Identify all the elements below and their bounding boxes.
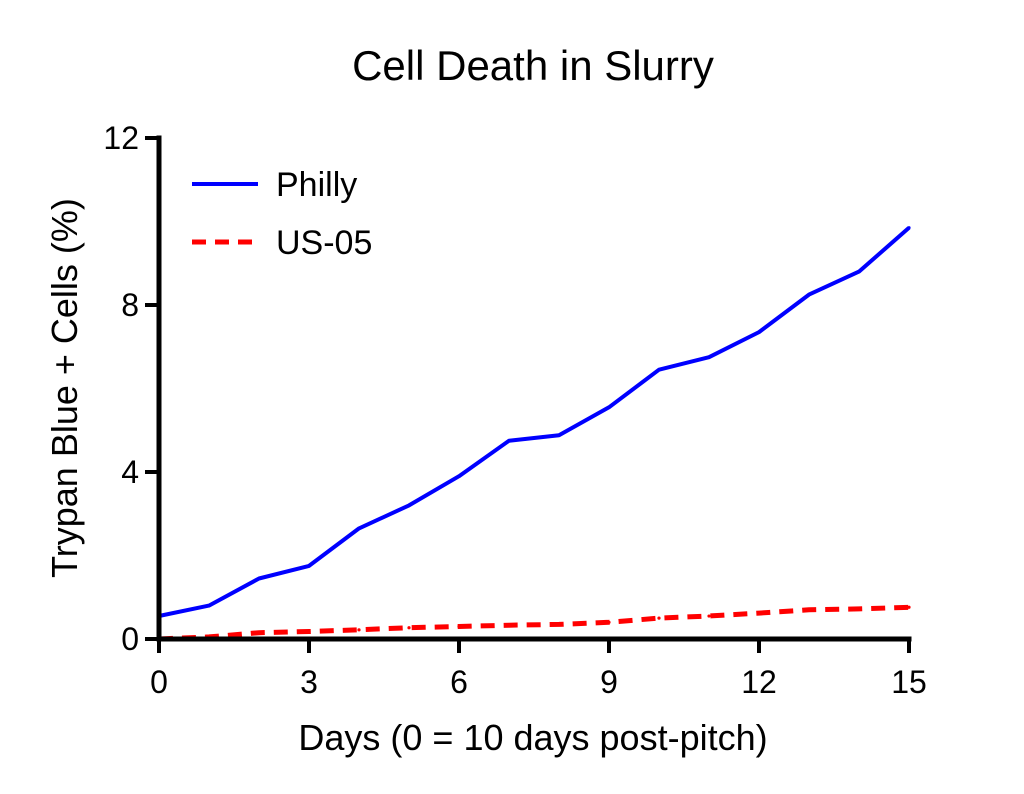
data-point [907, 226, 911, 230]
data-point [657, 616, 661, 620]
series-line-philly [158, 226, 911, 618]
data-point [357, 628, 361, 632]
data-point [907, 605, 911, 609]
x-tick-label: 9 [600, 664, 618, 700]
data-point [607, 620, 611, 624]
data-point [207, 604, 211, 608]
data-point [307, 564, 311, 568]
y-tick-label: 12 [103, 120, 139, 156]
data-point [707, 355, 711, 359]
x-tick-label: 3 [300, 664, 318, 700]
data-point [657, 368, 661, 372]
x-tick-label: 0 [150, 664, 168, 700]
data-point [507, 439, 511, 443]
data-point [607, 405, 611, 409]
data-point [557, 433, 561, 437]
plot-area: 0 4 8 12 0 3 6 9 12 15 [103, 120, 926, 700]
chart-title: Cell Death in Slurry [352, 42, 714, 89]
data-point [457, 624, 461, 629]
y-axis-ticks: 0 4 8 12 [103, 120, 159, 657]
y-axis-label: Trypan Blue + Cells (%) [44, 198, 85, 578]
data-point [257, 631, 261, 635]
y-tick-label: 8 [121, 287, 139, 323]
series-layer [157, 226, 911, 642]
data-point [557, 622, 561, 626]
data-point [457, 474, 461, 478]
data-point [757, 611, 761, 615]
data-point [507, 623, 511, 627]
data-point [857, 270, 861, 274]
data-point [757, 330, 761, 334]
x-tick-label: 6 [450, 664, 468, 700]
data-point [357, 526, 361, 530]
x-tick-label: 15 [891, 664, 927, 700]
data-point [257, 576, 261, 581]
x-axis-label: Days (0 = 10 days post-pitch) [298, 717, 767, 758]
data-point [807, 608, 811, 612]
data-point [807, 292, 811, 297]
y-tick-label: 4 [121, 454, 139, 490]
data-point [707, 614, 711, 618]
legend-label: Philly [276, 166, 357, 204]
legend-label: US-05 [276, 224, 372, 262]
x-tick-label: 12 [741, 664, 777, 700]
series-line-us-05 [158, 604, 910, 642]
data-point [407, 626, 411, 630]
data-point [857, 607, 861, 611]
data-point [307, 629, 311, 634]
x-axis-ticks: 0 3 6 9 12 15 [150, 639, 927, 700]
y-tick-label: 0 [121, 621, 139, 657]
data-point [407, 503, 411, 507]
legend: Philly US-05 [192, 166, 372, 262]
